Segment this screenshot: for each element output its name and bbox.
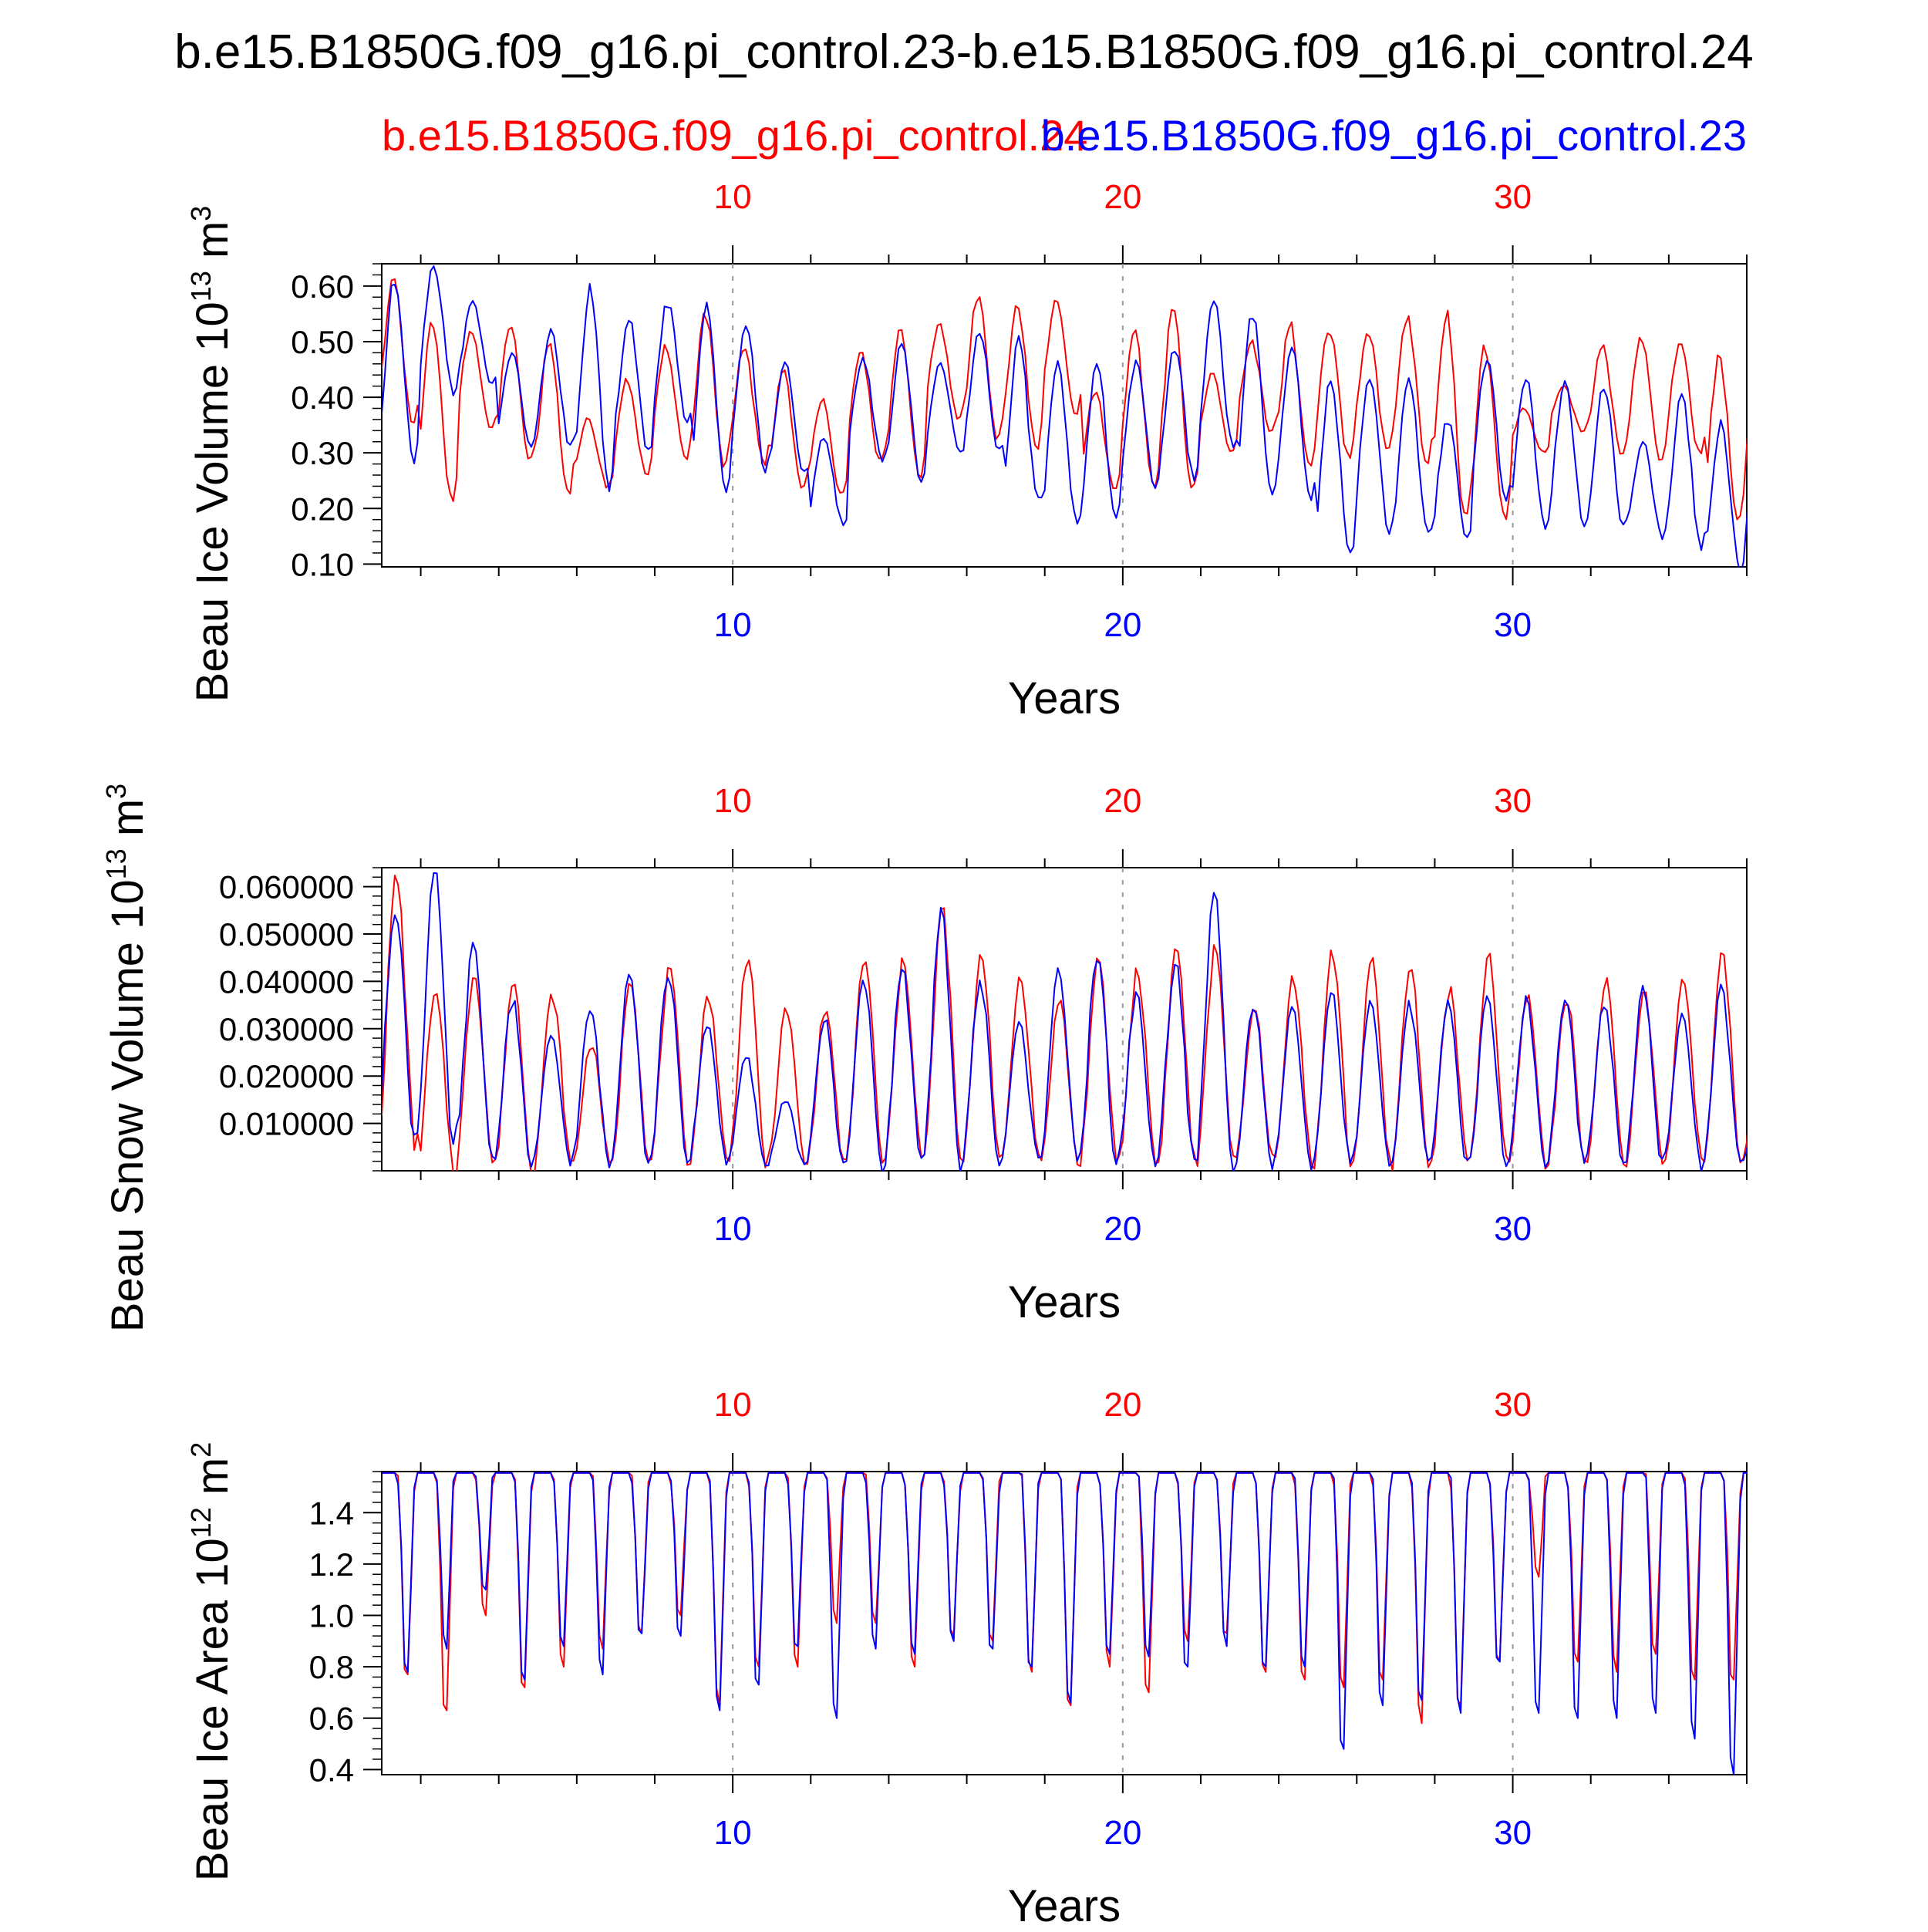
series-line-run23	[382, 1472, 1747, 1775]
panel-ice-volume: 10 10 20 20 30 30 0.10 0.20 0.30 0.40 0.50 0.60 Year…	[185, 178, 1748, 723]
x-tick-label-bottom: 30	[1494, 606, 1532, 644]
panel-ice-area: 10 10 20 20 30 30 0.4 0.6 0.8 1.0 1.2 1.4 Years Beau …	[185, 1386, 1748, 1931]
x-tick-label-top: 20	[1104, 782, 1141, 820]
x-tick-label-bottom: 20	[1104, 1210, 1141, 1248]
x-tick-label-top: 30	[1494, 178, 1532, 216]
series-line-run24	[382, 875, 1747, 1171]
y-tick-label: 0.50	[291, 324, 354, 360]
x-tick-label-top: 10	[714, 178, 752, 216]
y-tick-label: 0.10	[291, 546, 354, 582]
panel-snow-volume: 10 10 20 20 30 30 0.010000 0.020000 0.030000 0.04…	[100, 782, 1748, 1332]
y-axis-title: Beau Ice Area 1012 m2	[185, 1442, 238, 1882]
x-tick-label-bottom: 20	[1104, 1814, 1141, 1852]
x-tick-label-bottom: 30	[1494, 1210, 1532, 1248]
y-tick-label: 0.010000	[219, 1106, 354, 1142]
y-tick-label: 0.040000	[219, 963, 354, 1000]
x-tick-label-top: 10	[714, 782, 752, 820]
legend-run23-label: b.e15.B1850G.f09_g16.pi_control.23	[1041, 111, 1747, 160]
y-tick-label: 0.30	[291, 435, 354, 471]
y-tick-label: 1.0	[309, 1598, 354, 1634]
x-axis-title: Years	[1008, 673, 1121, 723]
y-tick-label: 0.8	[309, 1649, 354, 1685]
y-tick-label: 0.050000	[219, 916, 354, 953]
series-line-run23	[382, 265, 1747, 567]
y-tick-label: 0.6	[309, 1701, 354, 1737]
y-tick-label: 0.60	[291, 268, 354, 305]
legend-run24-label: b.e15.B1850G.f09_g16.pi_control.24	[382, 111, 1087, 160]
figure-title: b.e15.B1850G.f09_g16.pi_control.23-b.e15…	[174, 25, 1754, 79]
y-tick-label: 0.4	[309, 1752, 354, 1788]
y-tick-label: 0.40	[291, 379, 354, 416]
x-tick-label-top: 20	[1104, 178, 1141, 216]
x-tick-label-bottom: 10	[714, 1210, 752, 1248]
x-tick-label-top: 30	[1494, 1386, 1532, 1424]
x-tick-label-bottom: 30	[1494, 1814, 1532, 1852]
x-tick-label-bottom: 10	[714, 606, 752, 644]
y-tick-label: 0.030000	[219, 1011, 354, 1047]
y-tick-label: 0.020000	[219, 1058, 354, 1094]
plot-frame	[381, 1471, 1748, 1775]
y-axis-title: Beau Ice Volume 1013 m3	[185, 206, 238, 703]
x-tick-label-bottom: 10	[714, 1814, 752, 1852]
y-axis-title: Beau Snow Volume 1013 m3	[100, 784, 153, 1332]
plot-frame	[381, 263, 1748, 568]
x-axis-title: Years	[1008, 1277, 1121, 1327]
series-line-run23	[382, 872, 1747, 1171]
y-tick-label: 1.4	[309, 1495, 354, 1531]
x-tick-label-top: 10	[714, 1386, 752, 1424]
x-tick-label-bottom: 20	[1104, 606, 1141, 644]
y-tick-label: 1.2	[309, 1546, 354, 1583]
x-tick-label-top: 30	[1494, 782, 1532, 820]
y-tick-label: 0.20	[291, 491, 354, 527]
x-axis-title: Years	[1008, 1881, 1121, 1928]
x-tick-label-top: 20	[1104, 1386, 1141, 1424]
series-line-run24	[382, 278, 1747, 521]
y-tick-label: 0.060000	[219, 869, 354, 905]
